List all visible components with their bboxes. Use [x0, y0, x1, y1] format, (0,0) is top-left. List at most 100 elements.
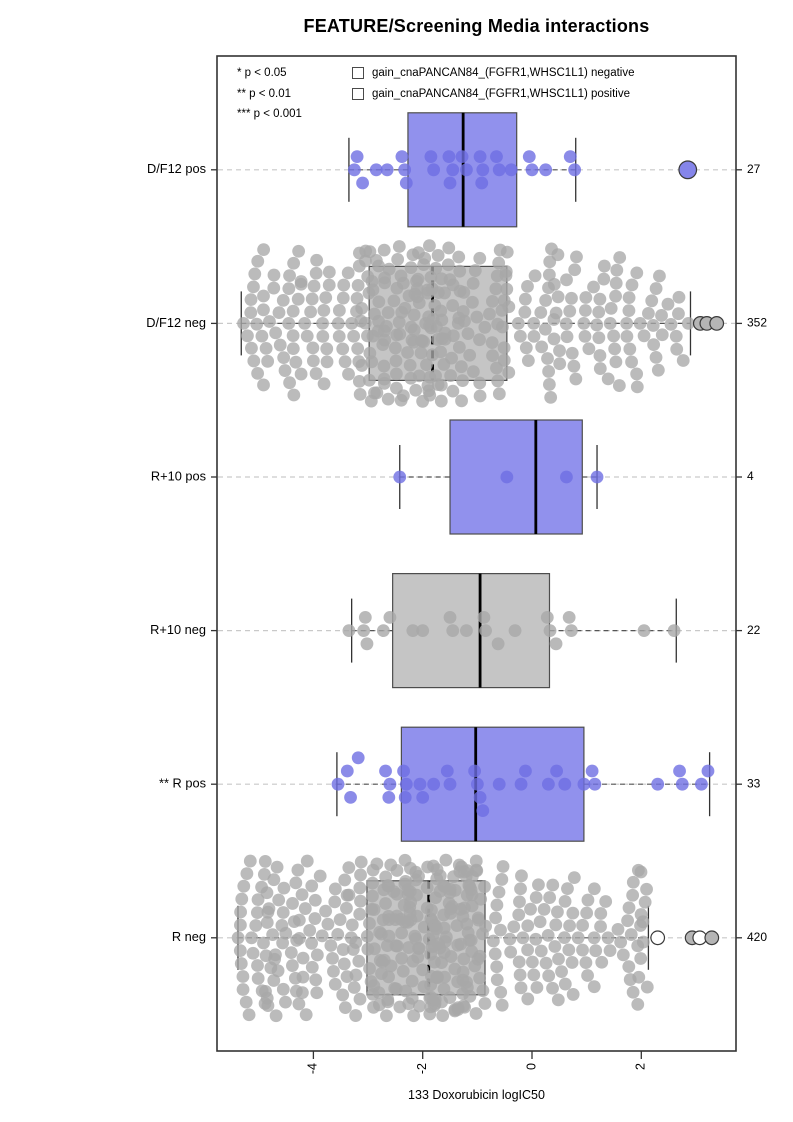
data-point	[577, 777, 591, 791]
sig-line-1: * p < 0.05	[237, 67, 287, 79]
swarm-point	[355, 359, 369, 372]
swarm-point	[378, 276, 392, 290]
data-point	[514, 777, 528, 791]
data-point	[525, 163, 539, 177]
swarm-point	[461, 327, 475, 340]
data-point	[508, 624, 522, 637]
row-count: 352	[747, 316, 767, 330]
swarm-point	[271, 964, 285, 978]
swarm-point	[576, 943, 589, 957]
swarm-point	[542, 365, 556, 378]
swarm-point	[257, 936, 270, 950]
swarm-point	[637, 329, 651, 343]
data-point	[491, 637, 505, 651]
swarm-point	[270, 860, 284, 874]
swarm-point	[377, 359, 391, 373]
data-point	[398, 163, 412, 177]
swarm-point	[412, 369, 426, 383]
data-point	[379, 764, 392, 778]
data-point	[443, 176, 457, 190]
outlier-point	[678, 160, 698, 180]
data-point	[470, 777, 484, 791]
swarm-point	[592, 331, 606, 345]
swarm-point	[528, 269, 542, 283]
swarm-point	[328, 882, 342, 896]
swarm-point	[491, 374, 505, 388]
swarm-point	[237, 317, 250, 330]
swarm-point	[294, 275, 308, 288]
swarm-point	[616, 948, 630, 962]
swarm-point	[242, 1008, 256, 1022]
swarm-point	[551, 993, 565, 1007]
swarm-point	[490, 361, 503, 375]
swarm-point	[521, 992, 535, 1006]
swarm-point	[622, 960, 636, 974]
swarm-point	[423, 239, 436, 253]
swarm-point	[640, 882, 653, 896]
row-count: 22	[747, 623, 761, 637]
swarm-point	[672, 290, 686, 304]
swarm-point	[250, 906, 264, 919]
data-point	[398, 791, 412, 804]
swarm-point	[317, 304, 331, 317]
swarm-point	[497, 353, 511, 367]
swarm-point	[255, 329, 269, 343]
swarm-point	[372, 259, 386, 273]
swarm-point	[513, 329, 527, 343]
swarm-point	[456, 374, 469, 388]
swarm-point	[514, 981, 528, 995]
swarm-point	[239, 995, 253, 1009]
data-point	[376, 624, 390, 637]
swarm-point	[306, 341, 320, 355]
swarm-point	[511, 317, 525, 330]
swarm-point	[276, 936, 290, 950]
data-point	[395, 150, 409, 164]
swarm-point	[236, 970, 250, 983]
swarm-point	[592, 305, 606, 319]
swarm-point	[340, 901, 353, 915]
swarm-point	[388, 341, 402, 355]
swarm-point	[292, 244, 306, 258]
swarm-point	[567, 359, 581, 373]
swarm-point	[515, 869, 528, 883]
swarm-point	[466, 295, 479, 309]
swarm-point	[569, 372, 583, 386]
swarm-point	[249, 919, 263, 932]
swarm-point	[502, 366, 516, 379]
swarm-point	[473, 333, 486, 347]
swarm-point	[489, 911, 502, 925]
swarm-point	[291, 292, 305, 306]
swarm-point	[251, 972, 265, 985]
swarm-point	[532, 878, 545, 892]
data-point	[476, 163, 490, 177]
swarm-point	[456, 305, 470, 318]
data-point	[473, 791, 487, 804]
sig-line-2: ** p < 0.01	[237, 87, 292, 100]
swarm-point	[331, 928, 345, 941]
swarm-point	[305, 292, 319, 306]
swarm-point	[310, 253, 324, 267]
data-point	[460, 163, 473, 177]
swarm-point	[546, 878, 560, 892]
swarm-point	[434, 345, 448, 359]
swarm-point	[634, 952, 648, 965]
swarm-point	[342, 861, 356, 874]
swarm-point	[379, 897, 392, 910]
swarm-point	[267, 268, 281, 282]
swarm-point	[417, 335, 431, 349]
swarm-point	[366, 889, 379, 903]
swarm-point	[504, 945, 518, 959]
swarm-point	[516, 931, 530, 945]
swarm-point	[353, 992, 367, 1006]
data-point	[342, 624, 356, 637]
data-point	[440, 764, 454, 778]
data-point	[651, 777, 665, 791]
swarm-point	[631, 997, 645, 1011]
row-r-neg: R neg 420	[172, 853, 767, 1023]
data-point	[585, 764, 599, 778]
swarm-point	[560, 330, 574, 344]
swarm-point	[587, 882, 601, 896]
swarm-point	[257, 868, 271, 881]
swarm-point	[276, 293, 290, 307]
